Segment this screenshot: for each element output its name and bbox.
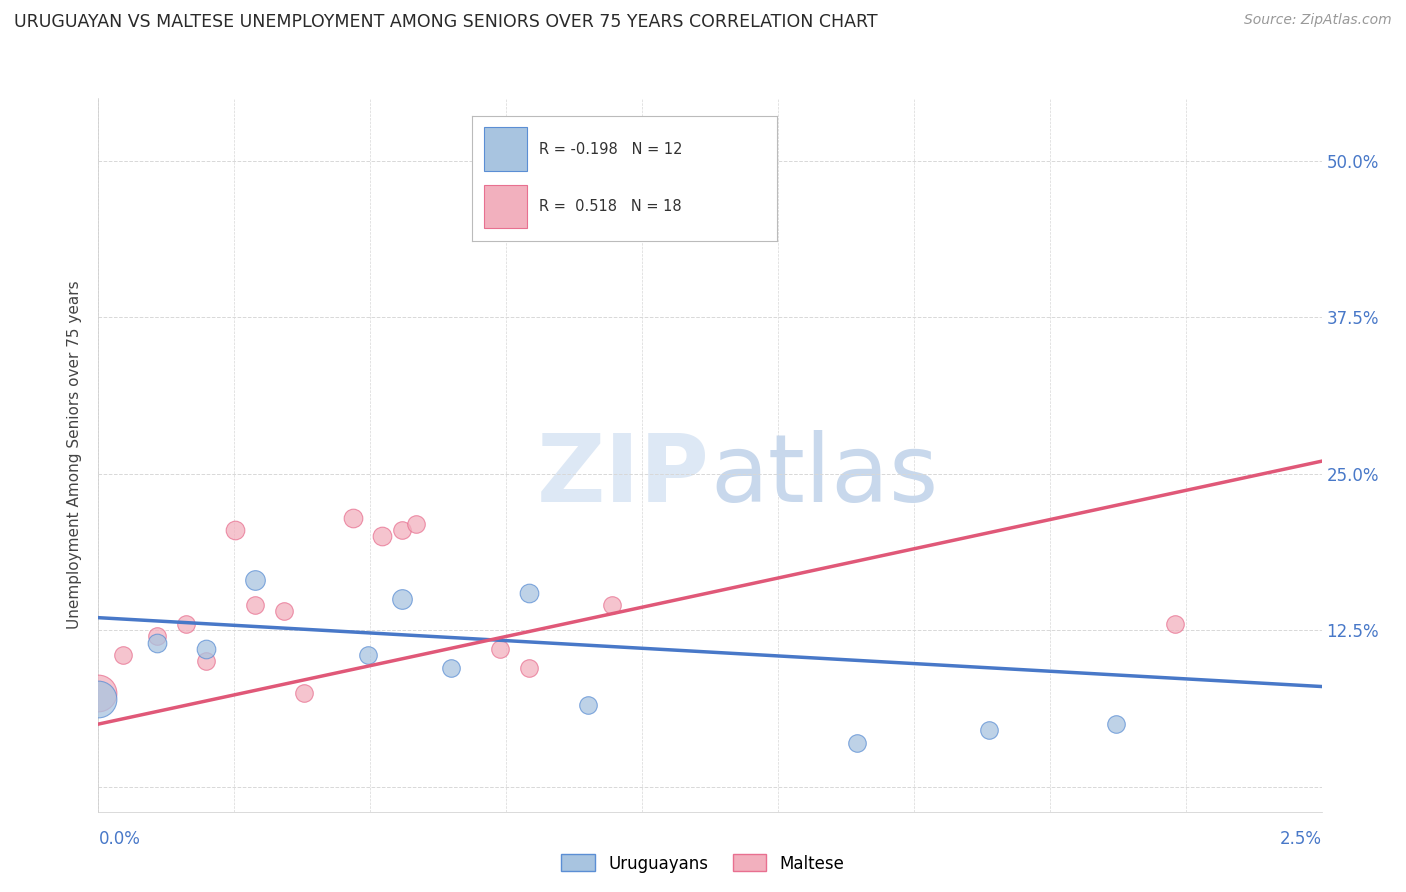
Text: ZIP: ZIP: [537, 430, 710, 523]
Point: [195, 642, 218, 657]
Text: URUGUAYAN VS MALTESE UNEMPLOYMENT AMONG SENIORS OVER 75 YEARS CORRELATION CHART: URUGUAYAN VS MALTESE UNEMPLOYMENT AMONG …: [14, 13, 877, 31]
Point: [356, 648, 378, 663]
Point: [371, 529, 394, 543]
Point: [600, 598, 623, 612]
Point: [440, 661, 463, 675]
Point: [146, 636, 169, 650]
Text: 0.0%: 0.0%: [98, 830, 141, 848]
Point: [87, 686, 110, 700]
Point: [146, 630, 169, 644]
Point: [243, 573, 266, 587]
Point: [1164, 616, 1187, 631]
Point: [176, 616, 198, 631]
Text: 2.5%: 2.5%: [1279, 830, 1322, 848]
Legend: Uruguayans, Maltese: Uruguayans, Maltese: [555, 847, 851, 880]
Point: [488, 642, 510, 657]
Point: [845, 736, 868, 750]
Point: [292, 686, 315, 700]
Point: [405, 516, 427, 531]
Point: [391, 523, 413, 537]
Point: [111, 648, 134, 663]
Text: atlas: atlas: [710, 430, 938, 523]
Point: [87, 692, 110, 706]
Point: [699, 153, 721, 168]
Point: [243, 598, 266, 612]
Point: [517, 585, 540, 599]
Y-axis label: Unemployment Among Seniors over 75 years: Unemployment Among Seniors over 75 years: [67, 281, 83, 629]
Text: Source: ZipAtlas.com: Source: ZipAtlas.com: [1244, 13, 1392, 28]
Point: [977, 723, 1000, 738]
Point: [517, 661, 540, 675]
Point: [576, 698, 599, 713]
Point: [195, 655, 218, 669]
Point: [273, 604, 295, 618]
Point: [1105, 717, 1128, 731]
Point: [391, 591, 413, 606]
Point: [224, 523, 246, 537]
Point: [342, 510, 364, 524]
